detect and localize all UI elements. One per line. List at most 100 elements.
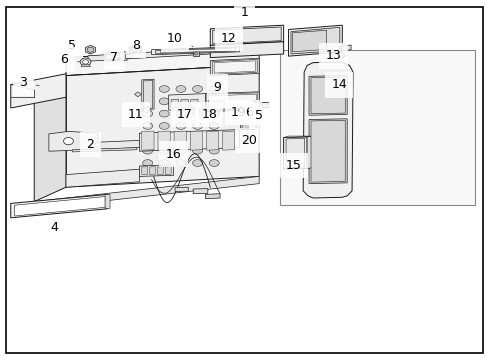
Ellipse shape bbox=[142, 86, 152, 93]
Ellipse shape bbox=[209, 86, 219, 93]
Ellipse shape bbox=[159, 159, 169, 166]
Polygon shape bbox=[105, 54, 120, 60]
Circle shape bbox=[252, 102, 258, 107]
Polygon shape bbox=[190, 99, 198, 108]
Circle shape bbox=[95, 143, 101, 147]
Polygon shape bbox=[155, 48, 235, 54]
Bar bbox=[193, 51, 199, 56]
Circle shape bbox=[262, 103, 266, 106]
Polygon shape bbox=[210, 58, 259, 76]
Polygon shape bbox=[66, 65, 259, 187]
Polygon shape bbox=[341, 45, 350, 51]
Polygon shape bbox=[175, 187, 188, 192]
Text: 15: 15 bbox=[285, 159, 301, 172]
Ellipse shape bbox=[176, 98, 185, 105]
Polygon shape bbox=[157, 167, 163, 175]
Polygon shape bbox=[105, 52, 127, 61]
Text: 6: 6 bbox=[61, 53, 80, 66]
Circle shape bbox=[82, 60, 88, 64]
Ellipse shape bbox=[159, 110, 169, 117]
Text: 20: 20 bbox=[241, 132, 257, 147]
Text: 1: 1 bbox=[240, 6, 248, 19]
Text: 11: 11 bbox=[128, 108, 144, 121]
Text: 17: 17 bbox=[177, 108, 192, 121]
Polygon shape bbox=[285, 138, 304, 168]
Polygon shape bbox=[66, 169, 139, 187]
Polygon shape bbox=[174, 131, 186, 150]
Text: 3: 3 bbox=[20, 76, 39, 89]
Ellipse shape bbox=[159, 135, 169, 142]
Polygon shape bbox=[142, 131, 154, 150]
Ellipse shape bbox=[192, 86, 202, 93]
Text: 5: 5 bbox=[68, 39, 85, 51]
Ellipse shape bbox=[209, 123, 219, 129]
Ellipse shape bbox=[176, 110, 185, 117]
Ellipse shape bbox=[142, 159, 152, 166]
Circle shape bbox=[143, 107, 150, 112]
Polygon shape bbox=[66, 47, 259, 76]
Ellipse shape bbox=[176, 86, 185, 93]
Ellipse shape bbox=[176, 123, 185, 129]
Ellipse shape bbox=[159, 86, 169, 93]
Ellipse shape bbox=[142, 110, 152, 117]
Polygon shape bbox=[239, 101, 249, 108]
Ellipse shape bbox=[209, 159, 219, 166]
Polygon shape bbox=[240, 122, 256, 130]
Polygon shape bbox=[143, 80, 152, 109]
Polygon shape bbox=[206, 131, 218, 150]
Ellipse shape bbox=[159, 98, 169, 105]
Polygon shape bbox=[142, 79, 154, 110]
Polygon shape bbox=[129, 46, 142, 53]
Text: 2: 2 bbox=[86, 138, 94, 151]
Text: 10: 10 bbox=[167, 32, 193, 47]
Ellipse shape bbox=[192, 147, 202, 154]
Polygon shape bbox=[11, 194, 107, 218]
Polygon shape bbox=[49, 131, 139, 151]
Ellipse shape bbox=[159, 147, 169, 154]
Ellipse shape bbox=[142, 147, 152, 154]
Circle shape bbox=[80, 58, 91, 66]
Polygon shape bbox=[290, 27, 339, 54]
Bar bbox=[279, 50, 474, 205]
Polygon shape bbox=[208, 94, 256, 109]
Text: 13: 13 bbox=[325, 49, 341, 62]
Polygon shape bbox=[206, 93, 257, 111]
Polygon shape bbox=[292, 30, 326, 52]
Text: 8: 8 bbox=[132, 39, 140, 52]
Ellipse shape bbox=[192, 98, 202, 105]
Polygon shape bbox=[210, 42, 283, 58]
Polygon shape bbox=[193, 189, 207, 194]
Text: 12: 12 bbox=[221, 32, 236, 45]
Polygon shape bbox=[190, 131, 202, 150]
Polygon shape bbox=[15, 197, 105, 216]
Ellipse shape bbox=[192, 135, 202, 142]
Polygon shape bbox=[212, 59, 257, 75]
Polygon shape bbox=[222, 131, 234, 150]
Ellipse shape bbox=[209, 147, 219, 154]
Ellipse shape bbox=[176, 135, 185, 142]
Polygon shape bbox=[205, 194, 220, 199]
Text: 14: 14 bbox=[331, 78, 346, 91]
Circle shape bbox=[87, 47, 94, 52]
Ellipse shape bbox=[192, 123, 202, 129]
Polygon shape bbox=[181, 99, 188, 108]
Text: 6: 6 bbox=[245, 106, 253, 119]
Polygon shape bbox=[139, 165, 173, 176]
Polygon shape bbox=[34, 76, 66, 202]
Polygon shape bbox=[34, 176, 259, 209]
Ellipse shape bbox=[176, 147, 185, 154]
Polygon shape bbox=[11, 74, 66, 108]
Polygon shape bbox=[105, 194, 110, 209]
Circle shape bbox=[194, 52, 198, 55]
Polygon shape bbox=[210, 25, 283, 45]
Ellipse shape bbox=[192, 159, 202, 166]
Polygon shape bbox=[308, 76, 346, 115]
Polygon shape bbox=[283, 137, 306, 169]
Polygon shape bbox=[171, 99, 178, 108]
Polygon shape bbox=[81, 65, 90, 67]
Polygon shape bbox=[72, 148, 137, 152]
Polygon shape bbox=[149, 167, 155, 175]
Text: 18: 18 bbox=[201, 108, 217, 121]
Polygon shape bbox=[283, 136, 312, 138]
Polygon shape bbox=[306, 136, 312, 168]
